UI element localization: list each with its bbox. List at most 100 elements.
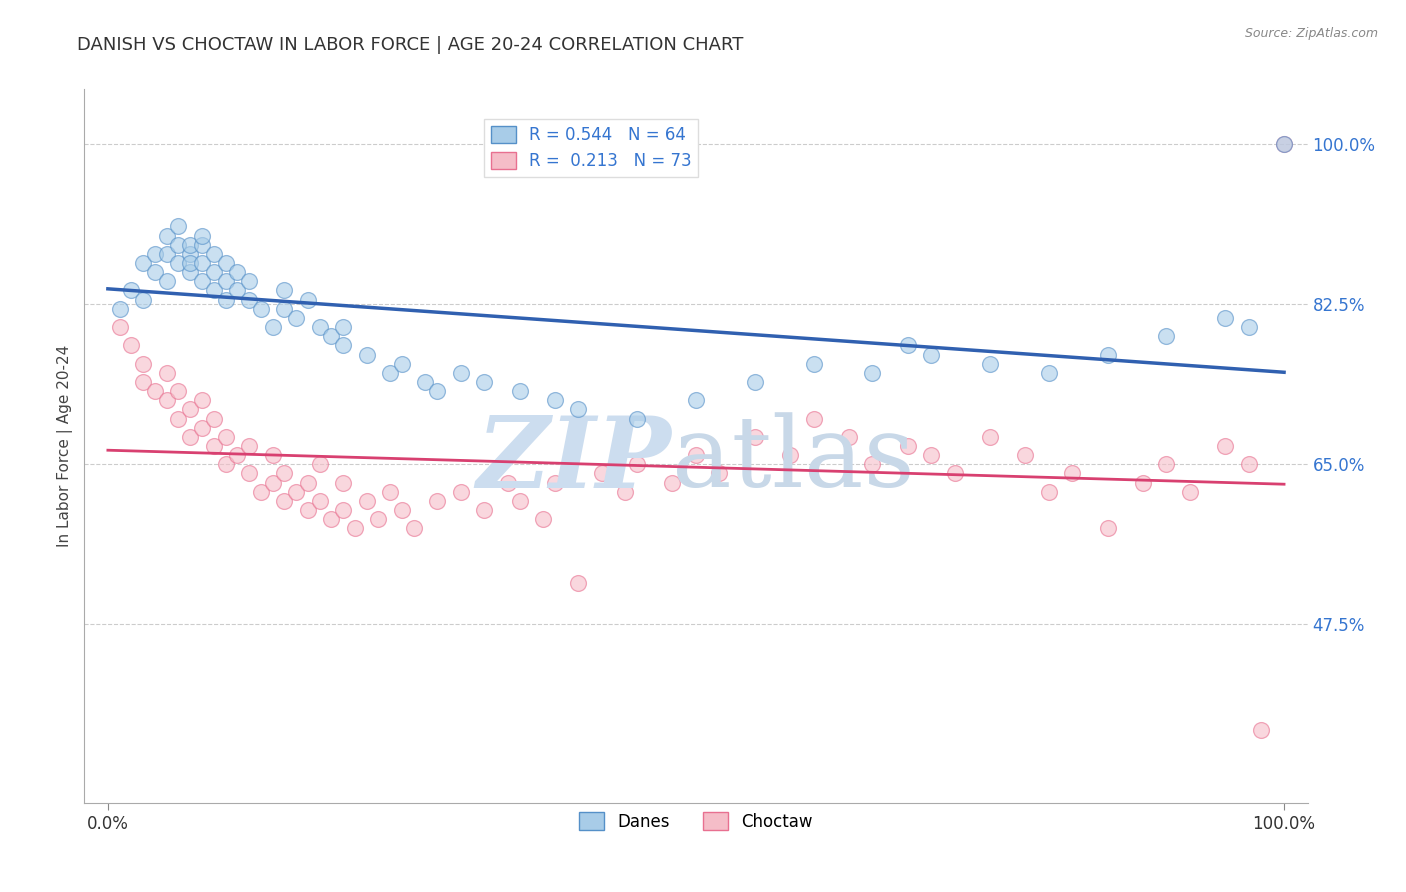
Point xyxy=(156,366,179,380)
Point xyxy=(214,458,236,472)
Point xyxy=(238,293,260,307)
Point xyxy=(202,439,225,453)
Point xyxy=(343,521,366,535)
Point xyxy=(979,357,1001,371)
Point xyxy=(450,484,472,499)
Point xyxy=(226,284,249,298)
Point xyxy=(132,256,155,270)
Point xyxy=(273,494,295,508)
Point xyxy=(238,467,260,481)
Point xyxy=(332,320,354,334)
Point xyxy=(167,237,190,252)
Point xyxy=(167,384,190,398)
Point xyxy=(897,338,920,352)
Point xyxy=(1062,467,1084,481)
Point xyxy=(156,393,179,408)
Point xyxy=(391,357,413,371)
Point xyxy=(273,284,295,298)
Point xyxy=(167,219,190,234)
Point xyxy=(1213,439,1236,453)
Point xyxy=(544,393,567,408)
Point xyxy=(214,274,236,288)
Text: atlas: atlas xyxy=(672,412,914,508)
Point xyxy=(214,256,236,270)
Point xyxy=(249,301,271,316)
Point xyxy=(897,439,920,453)
Point xyxy=(120,284,142,298)
Point xyxy=(308,320,330,334)
Point xyxy=(803,357,825,371)
Point xyxy=(1038,366,1060,380)
Point xyxy=(509,384,531,398)
Point xyxy=(179,256,201,270)
Point xyxy=(202,284,225,298)
Point xyxy=(285,310,308,325)
Point xyxy=(614,484,637,499)
Point xyxy=(332,475,354,490)
Point xyxy=(531,512,554,526)
Point xyxy=(132,293,155,307)
Point xyxy=(380,366,402,380)
Point xyxy=(167,256,190,270)
Point xyxy=(1237,320,1260,334)
Point xyxy=(308,494,330,508)
Point xyxy=(238,439,260,453)
Point xyxy=(179,237,201,252)
Point xyxy=(472,503,495,517)
Point xyxy=(860,366,883,380)
Point xyxy=(156,228,179,243)
Point xyxy=(143,384,166,398)
Point xyxy=(1156,458,1178,472)
Point xyxy=(1038,484,1060,499)
Point xyxy=(1156,329,1178,343)
Point xyxy=(132,357,155,371)
Point xyxy=(226,448,249,462)
Point xyxy=(191,237,214,252)
Point xyxy=(1132,475,1154,490)
Point xyxy=(1272,137,1295,152)
Point xyxy=(709,467,731,481)
Point xyxy=(496,475,519,490)
Point xyxy=(591,467,613,481)
Point xyxy=(156,247,179,261)
Point xyxy=(179,402,201,417)
Point xyxy=(179,247,201,261)
Point xyxy=(108,301,131,316)
Point xyxy=(262,448,284,462)
Point xyxy=(426,384,449,398)
Point xyxy=(1014,448,1036,462)
Point xyxy=(380,484,402,499)
Point xyxy=(214,430,236,444)
Point xyxy=(744,375,766,389)
Point xyxy=(179,430,201,444)
Point xyxy=(744,430,766,444)
Text: Source: ZipAtlas.com: Source: ZipAtlas.com xyxy=(1244,27,1378,40)
Point xyxy=(143,247,166,261)
Point xyxy=(356,494,378,508)
Point xyxy=(332,338,354,352)
Point xyxy=(308,458,330,472)
Point xyxy=(1097,347,1119,361)
Point xyxy=(262,320,284,334)
Point xyxy=(1178,484,1201,499)
Point xyxy=(567,576,589,591)
Point xyxy=(544,475,567,490)
Point xyxy=(108,320,131,334)
Point xyxy=(332,503,354,517)
Point xyxy=(214,293,236,307)
Point xyxy=(685,393,707,408)
Point xyxy=(202,265,225,279)
Point xyxy=(202,411,225,425)
Point xyxy=(415,375,437,389)
Point xyxy=(943,467,966,481)
Point xyxy=(167,411,190,425)
Point xyxy=(626,458,648,472)
Point xyxy=(391,503,413,517)
Point xyxy=(472,375,495,389)
Point xyxy=(297,293,319,307)
Point xyxy=(143,265,166,279)
Point xyxy=(273,301,295,316)
Point xyxy=(179,265,201,279)
Point xyxy=(779,448,801,462)
Point xyxy=(803,411,825,425)
